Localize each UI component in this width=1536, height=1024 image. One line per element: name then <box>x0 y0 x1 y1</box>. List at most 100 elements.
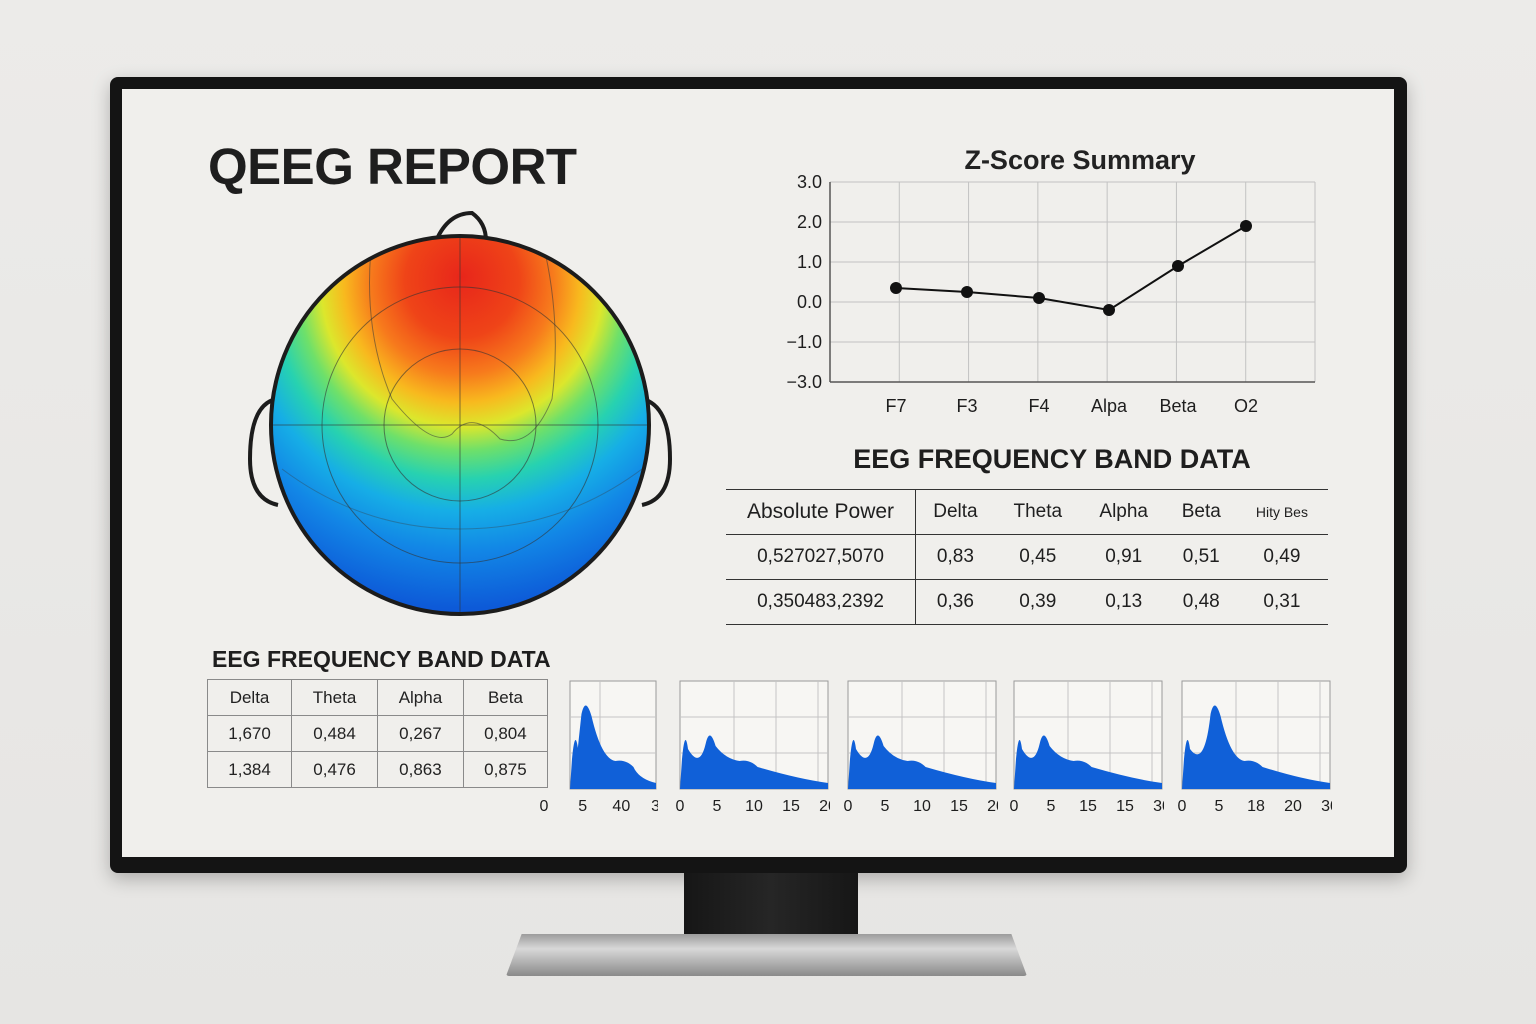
column-header: Absolute Power <box>726 489 916 535</box>
monitor-stand-base <box>506 934 1027 976</box>
data-point <box>1172 260 1184 272</box>
data-point <box>961 286 973 298</box>
x-tick-label: 20 <box>987 798 998 815</box>
x-tick-label: 30 <box>1153 798 1164 815</box>
column-header: Beta <box>1181 501 1221 522</box>
table-cell: 1,384 <box>206 751 293 788</box>
x-tick-label: Alpa <box>1091 396 1128 416</box>
table-row: 0,527027,5070 0,83 0,45 0,91 0,51 0,49 <box>726 534 1328 580</box>
table-row: 1,384 0,476 0,863 0,875 <box>206 751 549 788</box>
table-cell: 0,267 <box>376 715 464 752</box>
power-spectrum-chart: 0 5 18 20 30 <box>1178 680 1332 815</box>
power-spectrum-chart: 0 5 40 30 <box>540 680 658 815</box>
table-cell: 0,48 <box>1182 591 1220 612</box>
x-tick-label: 5 <box>1047 798 1056 815</box>
column-header: Delta <box>206 679 293 716</box>
table-cell: 0,51 <box>1182 546 1220 567</box>
x-tick-label: 40 <box>612 798 630 815</box>
table-cell: 0,31 <box>1263 591 1301 612</box>
x-tick-label: F7 <box>885 396 906 416</box>
data-point <box>1033 292 1045 304</box>
x-tick-label: 18 <box>1247 798 1265 815</box>
band-data-title-secondary: EEG FREQUENCY BAND DATA <box>212 646 551 672</box>
data-point <box>890 282 902 294</box>
table-cell: 0,39 <box>1019 591 1057 612</box>
table-header-row: Delta Theta Alpha Beta <box>206 679 549 716</box>
spectrum-area <box>1014 735 1162 789</box>
data-point <box>1240 220 1252 232</box>
column-header: Alpha <box>1099 501 1149 522</box>
spectrum-area <box>680 735 828 789</box>
y-tick-label: 1.0 <box>797 252 822 272</box>
zscore-line-chart: 3.0 2.0 1.0 0.0 −1.0 −3.0 F7 F3 F4 Alpa Beta O2 <box>786 174 1316 416</box>
x-tick-label: 20 <box>1284 798 1302 815</box>
power-spectrum-chart: 0 5 10 15 20 <box>676 680 830 815</box>
x-tick-label: 30 <box>651 798 658 815</box>
table-row: 0,350483,2392 0,36 0,39 0,13 0,48 0,31 <box>726 579 1328 625</box>
table-cell: 0,863 <box>376 751 464 788</box>
scalp-topography-map-icon <box>247 210 673 616</box>
table-cell: 0,83 <box>936 546 974 567</box>
x-tick-label: 0 <box>676 798 685 815</box>
x-tick-label: 30 <box>1321 798 1332 815</box>
table-cell: 0,804 <box>462 715 549 752</box>
x-tick-label: 10 <box>913 798 931 815</box>
column-header: Delta <box>933 501 978 522</box>
y-tick-label: 2.0 <box>797 212 822 232</box>
table-cell: 0,91 <box>1105 546 1143 567</box>
x-tick-label: 15 <box>950 798 968 815</box>
monitor-stand-neck <box>684 873 858 943</box>
table-header-row: Absolute Power Delta Theta Alpha Beta Hi… <box>726 489 1328 535</box>
x-tick-label: 5 <box>1215 798 1224 815</box>
spectrum-area <box>1182 705 1330 789</box>
y-tick-label: −3.0 <box>786 372 822 392</box>
table-row: 1,670 0,484 0,267 0,804 <box>206 715 549 752</box>
column-header: Beta <box>462 679 549 716</box>
column-header: Theta <box>1013 501 1063 522</box>
power-spectrum-chart: 0 5 10 15 20 <box>844 680 998 815</box>
frequency-band-table: Delta Theta Alpha Beta 1,670 0,484 0,267… <box>206 679 549 788</box>
column-header: Hity Bes <box>1255 504 1308 520</box>
x-tick-label: 0 <box>1010 798 1019 815</box>
table-cell: 0,527027,5070 <box>726 534 916 580</box>
table-cell: 0,350483,2392 <box>726 579 916 625</box>
x-tick-label: F4 <box>1028 396 1049 416</box>
y-tick-label: −1.0 <box>786 332 822 352</box>
column-header: Alpha <box>376 679 464 716</box>
x-tick-label: 0 <box>844 798 853 815</box>
power-spectrum-chart: 0 5 15 15 30 <box>1010 680 1164 815</box>
y-tick-label: 0.0 <box>797 292 822 312</box>
y-tick-label: 3.0 <box>797 174 822 192</box>
x-tick-label: O2 <box>1234 396 1258 416</box>
zscore-series-line <box>895 225 1247 312</box>
x-tick-label: 20 <box>819 798 830 815</box>
table-cell: 0,45 <box>1019 546 1057 567</box>
x-tick-label: 15 <box>1116 798 1134 815</box>
table-cell: 1,670 <box>206 715 293 752</box>
table-cell: 0,484 <box>291 715 378 752</box>
zscore-chart-title: Z-Score Summary <box>964 145 1196 175</box>
table-cell: 0,476 <box>291 751 378 788</box>
spectrum-area <box>570 705 656 789</box>
x-tick-label: 5 <box>881 798 890 815</box>
x-tick-label: 5 <box>713 798 722 815</box>
table-cell: 0,36 <box>936 591 974 612</box>
x-tick-label: 10 <box>745 798 763 815</box>
x-tick-label: 15 <box>1079 798 1097 815</box>
column-header: Theta <box>291 679 378 716</box>
band-data-title: EEG FREQUENCY BAND DATA <box>853 444 1251 474</box>
table-cell: 0,49 <box>1263 546 1301 567</box>
spectrum-area <box>848 735 996 789</box>
x-tick-label: Beta <box>1159 396 1197 416</box>
x-tick-label: 0 <box>540 798 549 815</box>
x-tick-label: F3 <box>956 396 977 416</box>
data-point <box>1103 304 1115 316</box>
table-cell: 0,875 <box>462 751 549 788</box>
table-cell: 0,13 <box>1105 591 1143 612</box>
report-title: QEEG REPORT <box>208 138 577 195</box>
x-tick-label: 0 <box>1178 798 1187 815</box>
absolute-power-table: Absolute Power Delta Theta Alpha Beta Hi… <box>726 489 1328 625</box>
x-tick-label: 15 <box>782 798 800 815</box>
x-tick-label: 5 <box>578 798 587 815</box>
monitor-screen: QEEG REPORT <box>122 89 1394 857</box>
